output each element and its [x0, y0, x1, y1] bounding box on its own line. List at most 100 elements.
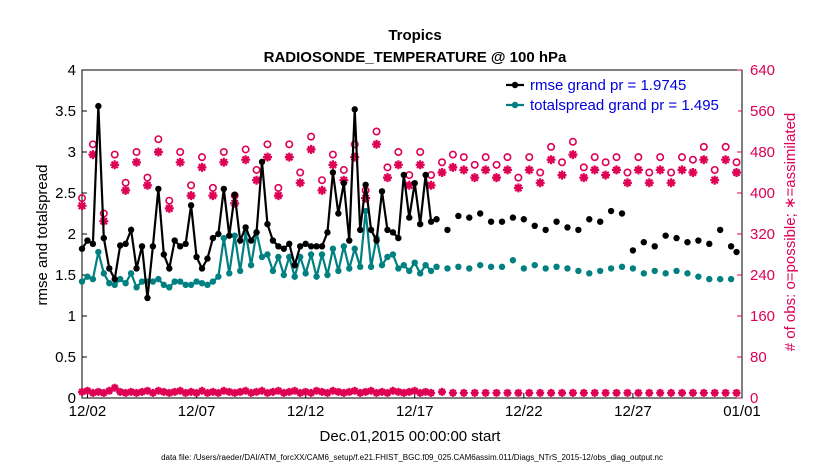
totalspread-point: [149, 278, 157, 285]
rmse-point: [531, 222, 538, 229]
obs-low-point: [148, 388, 157, 397]
obs-low-point: [710, 388, 719, 397]
obs-low-point: [323, 388, 332, 397]
obs-possible-point: [154, 135, 163, 144]
totalspread-point: [607, 265, 615, 272]
obs-low-point: [143, 386, 152, 395]
rmse-point: [662, 232, 669, 239]
obs-low-point: [699, 388, 708, 397]
obs-possible-point: [394, 148, 403, 157]
rmse-point: [384, 226, 391, 234]
totalspread-point: [302, 270, 309, 277]
totalspread-point: [542, 265, 549, 272]
obs-low-point: [547, 388, 556, 397]
y-left-tick-label: 3: [68, 144, 76, 161]
obs-low-point: [258, 386, 266, 395]
obs-possible-point: [437, 158, 446, 167]
obs-assimilated-point: [666, 178, 676, 188]
obs-possible-point: [317, 176, 326, 185]
obs-low-point: [268, 387, 277, 396]
rmse-point: [373, 237, 380, 244]
y-left-tick-label: 1.5: [55, 267, 76, 284]
obs-low-point: [334, 387, 343, 396]
totalspread-point: [340, 243, 348, 250]
obs-low-point: [290, 386, 299, 395]
y-left-tick-label: 2: [68, 226, 76, 243]
obs-possible-point: [307, 132, 316, 141]
obs-low-point: [378, 387, 386, 396]
rmse-point: [182, 240, 189, 248]
totalspread-point: [575, 267, 582, 275]
obs-assimilated-point: [197, 162, 207, 172]
rmse-point: [236, 237, 244, 244]
obs-assimilated-point: [590, 165, 600, 175]
obs-assimilated-point: [721, 155, 731, 165]
chart-subtitle: RADIOSONDE_TEMPERATURE @ 100 hPa: [264, 49, 567, 66]
totalspread-point: [313, 273, 320, 280]
obs-low-point: [301, 387, 310, 396]
obs-assimilated-point: [317, 185, 327, 195]
rmse-point: [231, 191, 238, 198]
obs-low-point: [154, 386, 163, 395]
obs-possible-point: [110, 150, 119, 159]
obs-low-point: [427, 388, 436, 397]
obs-assimilated-point: [153, 147, 163, 157]
rmse-point: [176, 243, 184, 250]
x-tick-label: 12/12: [287, 403, 325, 420]
obs-possible-point: [732, 158, 741, 167]
rmse-point: [89, 240, 97, 248]
obs-assimilated-point: [164, 203, 174, 213]
obs-possible-point: [492, 160, 501, 169]
rmse-point: [444, 226, 451, 234]
legend-box: [500, 73, 738, 115]
obs-possible-point: [274, 183, 283, 192]
obs-low-point: [656, 388, 665, 397]
obs-assimilated-point: [175, 157, 185, 167]
rmse-point: [335, 210, 342, 217]
rmse-point: [242, 224, 249, 231]
obs-possible-point: [165, 196, 174, 205]
obs-low-point: [601, 388, 610, 397]
x-tick-label: 12/17: [396, 403, 434, 420]
obs-assimilated-point: [219, 157, 229, 167]
rmse-point: [362, 181, 369, 188]
obs-low-point: [448, 388, 457, 397]
totalspread-point: [662, 270, 669, 277]
rmse-point: [607, 207, 615, 215]
rmse-point: [187, 202, 195, 209]
totalspread-point: [433, 263, 440, 270]
obs-possible-point: [296, 168, 305, 177]
rmse-point: [406, 214, 413, 221]
obs-possible-point: [677, 153, 686, 162]
obs-assimilated-point: [383, 173, 392, 183]
rmse-point: [684, 239, 691, 246]
obs-low-point: [416, 388, 425, 397]
obs-low-point: [208, 387, 217, 396]
obs-assimilated-point: [710, 175, 720, 185]
totalspread-point: [280, 271, 288, 279]
obs-low-point: [132, 388, 141, 397]
obs-low-point: [410, 386, 419, 395]
y-right-tick-label: 240: [750, 267, 775, 284]
obs-assimilated-point: [132, 157, 141, 167]
totalspread-point: [176, 278, 184, 285]
obs-assimilated-point: [415, 160, 425, 170]
obs-assimilated-point: [284, 152, 294, 162]
rmse-point: [138, 243, 146, 250]
rmse-point: [286, 240, 293, 248]
obs-low-point: [732, 388, 741, 397]
obs-possible-point: [699, 142, 708, 151]
obs-possible-point: [557, 158, 566, 167]
rmse-point: [618, 210, 626, 217]
rmse-point: [367, 226, 375, 234]
rmse-point: [422, 171, 429, 179]
obs-low-point: [127, 387, 136, 396]
rmse-point: [171, 237, 178, 244]
obs-possible-point: [481, 153, 490, 162]
totalspread-point: [133, 284, 140, 291]
rmse-point: [193, 253, 200, 261]
obs-low-point: [590, 388, 599, 397]
rmse-point: [346, 237, 353, 244]
legend-marker: [511, 101, 519, 109]
obs-assimilated-point: [677, 165, 687, 175]
